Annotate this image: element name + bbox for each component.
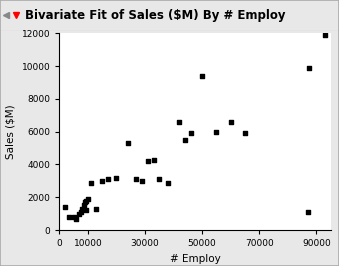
Point [228,120,233,124]
Point [214,130,219,134]
Point [139,179,145,183]
Point [305,210,311,214]
Y-axis label: Sales ($M): Sales ($M) [6,104,16,159]
Point [165,180,171,185]
Point [134,177,139,181]
Point [99,179,105,183]
Point [199,74,205,78]
Point [94,207,99,211]
Point [145,159,151,163]
Point [78,210,83,214]
Point [125,141,131,145]
Point [188,131,193,135]
Point [62,205,68,209]
Point [306,66,312,70]
Point [85,197,91,201]
Point [88,180,94,185]
Point [242,131,247,135]
Point [66,215,72,219]
Point [182,138,188,142]
X-axis label: # Employ: # Employ [170,254,220,264]
Point [74,217,79,221]
Point [177,120,182,124]
Point [322,33,327,37]
Point [151,157,156,162]
Point [81,203,86,207]
Point [79,207,85,211]
Point [77,211,82,216]
Point [84,198,89,203]
Point [105,177,111,181]
Point [82,200,88,204]
Point [114,176,119,180]
Point [83,208,88,213]
Point [157,177,162,181]
Text: Bivariate Fit of Sales ($M) By # Employ: Bivariate Fit of Sales ($M) By # Employ [25,9,286,22]
Point [71,215,76,219]
